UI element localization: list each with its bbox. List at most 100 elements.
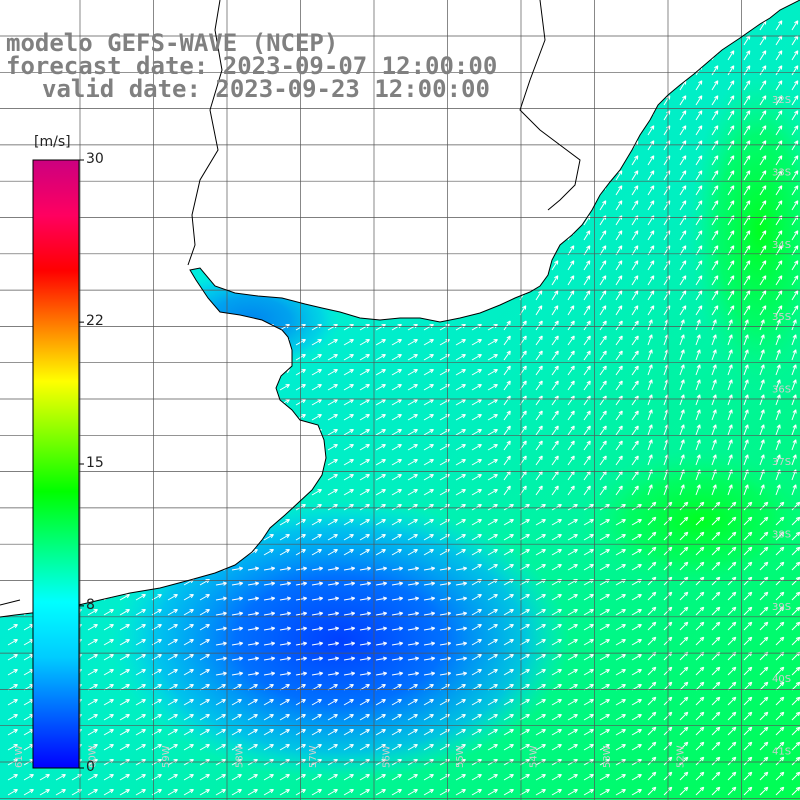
wind-arrow <box>247 729 258 736</box>
wind-arrow <box>695 290 703 301</box>
wind-arrow <box>535 350 543 361</box>
wind-arrow <box>87 354 98 361</box>
wind-arrow <box>631 669 642 676</box>
wind-arrow <box>423 354 434 361</box>
wind-arrow <box>7 429 18 436</box>
wind-arrow <box>711 424 717 436</box>
wind-arrow <box>119 339 130 346</box>
wind-arrow <box>631 20 639 31</box>
wind-arrow <box>599 729 610 736</box>
wind-arrow <box>727 424 733 436</box>
wind-arrow <box>759 516 769 526</box>
wind-arrow <box>311 596 324 601</box>
wind-arrow <box>535 519 546 526</box>
wind-arrow <box>503 380 511 391</box>
wind-arrow <box>519 639 530 646</box>
wind-arrow <box>503 624 514 631</box>
wind-arrow <box>775 501 785 511</box>
wind-arrow <box>311 581 324 586</box>
wind-arrow <box>615 699 626 706</box>
wind-arrow <box>471 549 482 556</box>
wind-arrow <box>215 444 226 451</box>
wind-arrow <box>695 319 701 331</box>
wind-arrow <box>535 410 543 421</box>
wind-arrow <box>407 354 418 361</box>
wind-arrow <box>759 786 769 796</box>
wind-arrow <box>551 110 559 121</box>
wind-arrow <box>135 609 146 616</box>
wind-arrow <box>775 681 785 691</box>
wind-arrow <box>487 699 498 706</box>
wind-arrow <box>631 455 639 466</box>
wind-arrow <box>183 714 194 721</box>
wind-arrow <box>103 534 114 541</box>
wind-arrow <box>231 596 244 601</box>
wind-arrow <box>375 504 386 511</box>
wind-arrow <box>215 324 226 331</box>
wind-arrow <box>599 380 607 391</box>
wind-arrow <box>23 504 34 511</box>
wind-arrow <box>551 519 562 526</box>
wind-arrow <box>791 155 799 166</box>
wind-arrow <box>247 699 258 706</box>
wind-arrow <box>567 455 575 466</box>
wind-arrow <box>359 789 370 796</box>
wind-arrow <box>215 549 226 556</box>
wind-arrow <box>775 394 781 406</box>
wind-arrow <box>407 444 418 451</box>
wind-arrow <box>183 339 194 346</box>
wind-arrow <box>119 459 130 466</box>
wind-arrow <box>695 95 703 106</box>
wind-arrow <box>359 459 370 466</box>
wind-arrow <box>647 200 655 211</box>
wind-arrow <box>711 80 719 91</box>
wind-arrow <box>583 774 594 781</box>
wind-arrow <box>7 519 18 526</box>
wind-arrow <box>631 729 642 736</box>
wind-arrow <box>295 581 308 586</box>
wind-arrow <box>695 364 701 376</box>
wind-arrow <box>791 230 799 241</box>
wind-arrow <box>615 200 623 211</box>
wind-arrow <box>167 699 178 706</box>
wind-arrow <box>583 440 591 451</box>
wind-arrow <box>567 609 578 616</box>
wind-arrow <box>231 729 242 736</box>
wind-arrow <box>551 744 562 751</box>
wind-arrow <box>743 786 753 796</box>
colorbar-tick-label: 8 <box>86 596 95 613</box>
wind-arrow <box>455 429 466 436</box>
wind-arrow <box>359 504 370 511</box>
wind-arrow <box>727 621 737 631</box>
wind-arrow <box>327 534 338 541</box>
wind-arrow <box>231 384 242 391</box>
wind-arrow <box>135 744 146 751</box>
wind-arrow <box>711 379 717 391</box>
wind-arrow <box>231 444 242 451</box>
wind-arrow <box>375 641 388 646</box>
wind-arrow <box>567 504 578 511</box>
wind-arrow <box>119 534 130 541</box>
wind-arrow <box>263 611 276 616</box>
wind-arrow <box>359 714 370 721</box>
wind-arrow <box>535 170 543 181</box>
wind-arrow <box>135 399 146 406</box>
wind-arrow <box>695 110 703 121</box>
wind-arrow <box>631 410 639 421</box>
wind-arrow <box>247 789 258 796</box>
wind-arrow <box>535 549 546 556</box>
wind-arrow <box>343 744 354 751</box>
wind-arrow <box>743 275 751 286</box>
wind-arrow <box>615 639 626 646</box>
wind-arrow <box>167 399 178 406</box>
wind-arrow <box>263 789 274 796</box>
wind-arrow <box>775 711 785 721</box>
wind-arrow <box>135 624 146 631</box>
wind-arrow <box>647 409 653 421</box>
wind-arrow <box>583 230 591 241</box>
wind-arrow <box>679 546 689 556</box>
wind-arrow <box>583 365 591 376</box>
wind-arrow <box>375 789 386 796</box>
wind-arrow <box>423 596 436 601</box>
wind-arrow <box>391 534 402 541</box>
